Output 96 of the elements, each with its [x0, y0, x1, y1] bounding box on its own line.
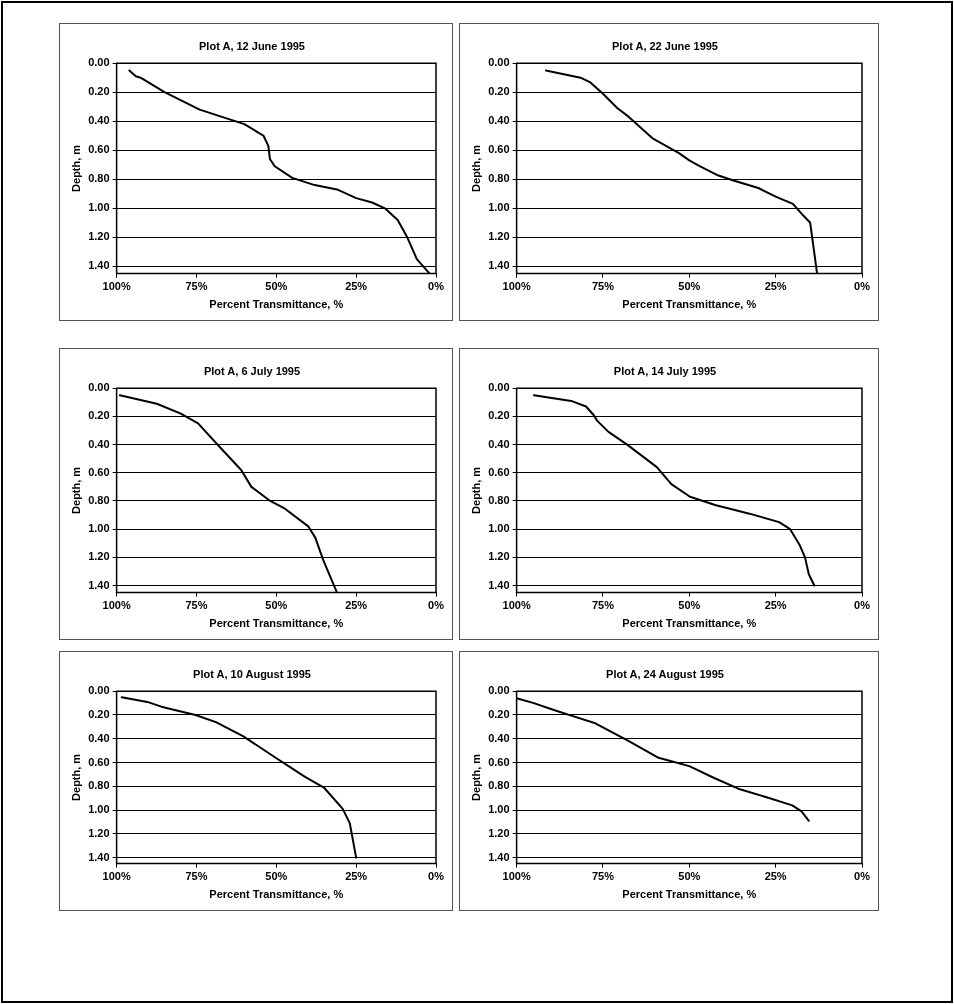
x-tick-label: 0%: [428, 280, 445, 293]
chart-title: Plot A, 14 July 1995: [613, 364, 717, 377]
y-tick-label: 1.40: [488, 850, 510, 863]
chart-title: Plot A, 6 July 1995: [203, 364, 301, 377]
x-tick-label: 25%: [764, 599, 787, 612]
y-tick-label: 1.20: [488, 550, 510, 563]
y-axis-title: Depth, m: [69, 753, 82, 801]
y-tick-label: 0.80: [88, 172, 110, 185]
y-tick-label: 1.00: [88, 803, 110, 816]
y-tick-label: 0.80: [488, 494, 510, 506]
x-tick-label: 75%: [185, 280, 208, 293]
x-tick-label: 50%: [265, 870, 288, 883]
y-axis-title: Depth, m: [69, 466, 82, 514]
y-tick-label: 0.40: [488, 731, 510, 744]
y-tick-label: 0.40: [88, 437, 110, 450]
x-tick-label: 100%: [502, 870, 531, 883]
y-tick-label: 1.40: [88, 578, 110, 591]
y-tick-label: 1.20: [88, 826, 110, 839]
x-tick-label: 0%: [428, 599, 445, 612]
x-tick-label: 50%: [678, 280, 701, 293]
x-tick-label: 50%: [265, 599, 288, 612]
y-tick-label: 0.60: [488, 755, 510, 768]
x-tick-label: 0%: [428, 870, 445, 883]
y-tick-label: 1.00: [88, 201, 110, 214]
y-tick-label: 0.80: [88, 779, 110, 792]
y-tick-label: 0.40: [488, 437, 510, 450]
y-tick-label: 0.20: [488, 708, 510, 721]
x-axis-title: Percent Transmittance, %: [209, 888, 344, 901]
x-tick-label: 75%: [185, 599, 208, 612]
chart-title: Plot A, 22 June 1995: [612, 39, 718, 52]
y-tick-label: 1.20: [488, 230, 510, 243]
y-tick-label: 1.20: [88, 550, 110, 563]
x-tick-label: 25%: [764, 280, 787, 293]
x-tick-label: 100%: [102, 599, 131, 612]
y-tick-label: 1.00: [488, 803, 510, 816]
y-tick-label: 1.40: [488, 578, 510, 591]
y-tick-label: 0.40: [88, 731, 110, 744]
x-tick-label: 100%: [502, 280, 531, 293]
x-tick-label: 75%: [185, 870, 208, 883]
y-tick-label: 0.20: [88, 409, 110, 422]
y-axis-title: Depth, m: [469, 466, 482, 514]
y-tick-label: 0.60: [88, 755, 110, 768]
y-tick-label: 0.20: [88, 708, 110, 721]
x-axis-title: Percent Transmittance, %: [209, 298, 344, 311]
y-tick-label: 0.00: [88, 56, 110, 69]
y-tick-label: 0.80: [88, 494, 110, 506]
y-tick-label: 0.60: [488, 465, 510, 478]
x-tick-label: 100%: [102, 280, 131, 293]
x-tick-label: 50%: [678, 870, 701, 883]
y-tick-label: 0.60: [488, 143, 510, 156]
y-tick-label: 0.60: [88, 465, 110, 478]
y-axis-title: Depth, m: [469, 753, 482, 801]
y-tick-label: 1.00: [88, 522, 110, 535]
chart-title: Plot A, 24 August 1995: [606, 667, 724, 680]
x-tick-label: 25%: [764, 870, 787, 883]
y-axis-title: Depth, m: [69, 144, 82, 192]
y-tick-label: 1.20: [88, 230, 110, 243]
y-tick-label: 1.20: [488, 826, 510, 839]
y-tick-label: 0.60: [88, 143, 110, 156]
x-tick-label: 0%: [854, 870, 871, 883]
y-tick-label: 0.80: [488, 779, 510, 792]
chart-title: Plot A, 12 June 1995: [199, 39, 305, 52]
y-tick-label: 0.00: [488, 684, 510, 697]
y-tick-label: 0.20: [88, 85, 110, 98]
y-tick-label: 1.00: [488, 522, 510, 535]
y-tick-label: 0.80: [488, 172, 510, 185]
x-tick-label: 0%: [854, 280, 871, 293]
x-tick-label: 25%: [345, 870, 368, 883]
x-tick-label: 100%: [502, 599, 531, 612]
y-tick-label: 0.20: [488, 409, 510, 422]
x-tick-label: 50%: [265, 280, 288, 293]
x-axis-title: Percent Transmittance, %: [209, 617, 344, 630]
y-tick-label: 0.20: [488, 85, 510, 98]
y-tick-label: 0.40: [88, 114, 110, 127]
x-tick-label: 0%: [854, 599, 871, 612]
x-tick-label: 75%: [591, 599, 615, 612]
x-axis-title: Percent Transmittance, %: [622, 298, 757, 311]
y-tick-label: 1.40: [488, 259, 510, 272]
y-tick-label: 0.00: [88, 684, 110, 697]
y-tick-label: 0.00: [488, 56, 510, 69]
x-tick-label: 25%: [345, 280, 368, 293]
y-axis-title: Depth, m: [469, 144, 482, 192]
y-tick-label: 1.40: [88, 850, 110, 863]
y-tick-label: 1.40: [88, 259, 110, 272]
x-axis-title: Percent Transmittance, %: [622, 617, 757, 630]
x-tick-label: 75%: [591, 280, 615, 293]
x-tick-label: 75%: [591, 870, 615, 883]
y-tick-label: 0.00: [488, 381, 510, 394]
y-tick-label: 1.00: [488, 201, 510, 214]
chart-title: Plot A, 10 August 1995: [193, 667, 311, 680]
x-axis-title: Percent Transmittance, %: [622, 888, 757, 901]
x-tick-label: 25%: [345, 599, 368, 612]
x-tick-label: 50%: [678, 599, 701, 612]
y-tick-label: 0.00: [88, 381, 110, 394]
y-tick-label: 0.40: [488, 114, 510, 127]
x-tick-label: 100%: [102, 870, 131, 883]
